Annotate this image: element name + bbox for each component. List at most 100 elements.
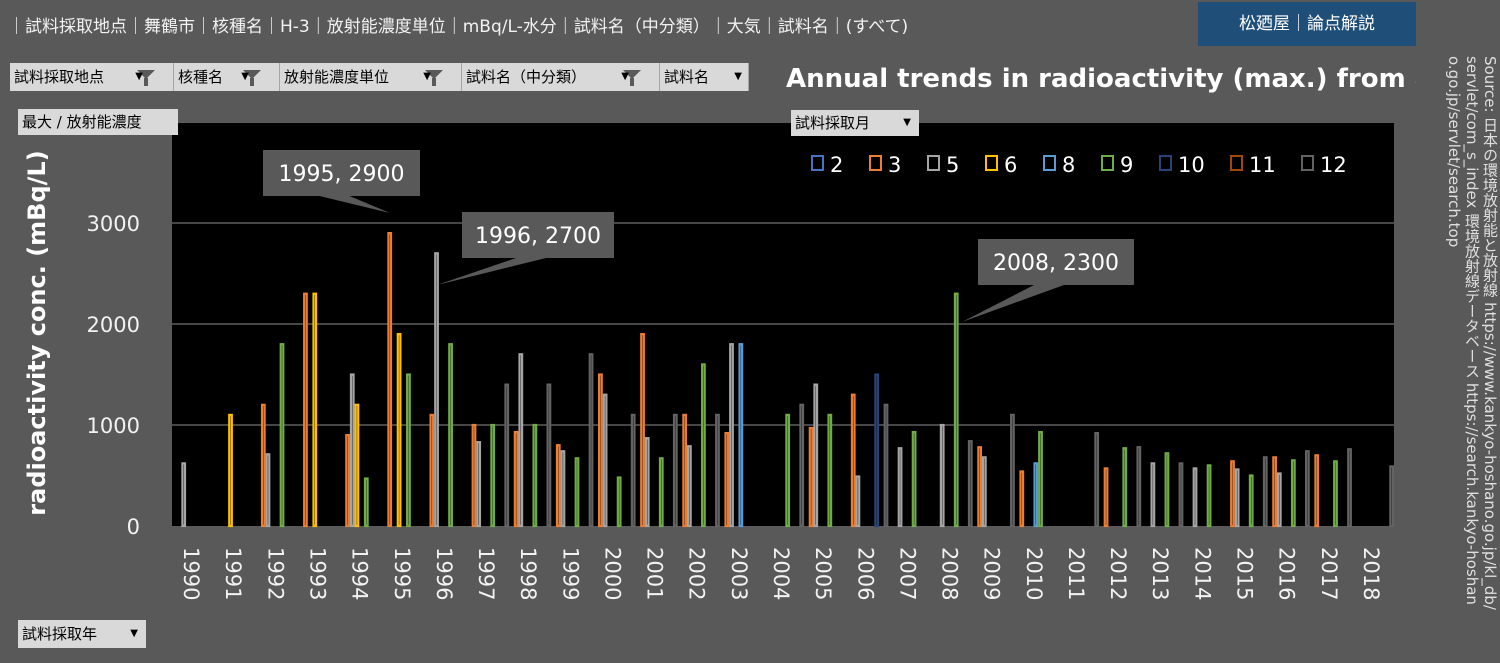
filter-button-unit[interactable]: 放射能濃度単位 ▼ — [280, 63, 462, 91]
x-tick-label: 2010 — [1022, 547, 1046, 600]
x-tick-label: 1992 — [263, 547, 287, 600]
bar — [471, 423, 477, 528]
bar — [345, 434, 350, 528]
bar — [1094, 431, 1100, 528]
legend-label: 5 — [946, 153, 959, 177]
legend-label: 10 — [1178, 153, 1205, 177]
bar — [560, 450, 566, 528]
x-tick-label: 2012 — [1106, 547, 1130, 600]
bar — [1314, 454, 1320, 528]
callout-box — [263, 150, 420, 196]
filter-button-sample-location[interactable]: 試料採取地点 ▼ — [10, 63, 174, 91]
bar — [1136, 446, 1142, 528]
month-field-button[interactable]: 試料採取月 ▼ — [791, 110, 919, 136]
bar — [260, 403, 266, 528]
legend-label: 3 — [888, 153, 901, 177]
bar — [883, 403, 889, 528]
author-badge[interactable]: 松廼屋｜論点解説 — [1198, 2, 1416, 46]
bar — [434, 252, 439, 528]
legend-swatch — [1101, 155, 1114, 171]
bar — [1164, 452, 1170, 528]
year-field-button[interactable]: 試料採取年 ▼ — [18, 620, 146, 648]
bar — [1234, 468, 1240, 528]
bar — [850, 393, 856, 528]
bar — [349, 373, 355, 528]
bar — [1150, 462, 1156, 528]
filter-label: 核種名 — [178, 68, 224, 86]
bar — [598, 373, 603, 528]
bar — [588, 353, 594, 528]
bar — [1206, 464, 1212, 528]
filter-icon — [137, 70, 155, 86]
filter-label: 試料名 — [664, 68, 710, 86]
legend-label: 11 — [1249, 153, 1276, 177]
legend-label: 9 — [1120, 153, 1133, 177]
x-tick-label: 2014 — [1190, 547, 1214, 600]
x-tick-label: 2009 — [980, 547, 1004, 600]
callout-pointer — [962, 285, 1064, 322]
chevron-down-icon: ▼ — [130, 628, 138, 639]
bar — [1347, 448, 1352, 528]
y-axis-label: radioactivity conc. (mBq/L) — [23, 150, 51, 516]
filter-button-nuclide[interactable]: 核種名 ▼ — [174, 63, 280, 91]
y-tick-label: 2000 — [87, 313, 140, 337]
bar — [616, 476, 622, 528]
bar — [504, 383, 510, 528]
legend-label: 12 — [1320, 153, 1347, 177]
bar — [682, 413, 688, 528]
chart-title: Annual trends in radioactivity (max.) fr… — [786, 64, 1455, 94]
bar — [396, 333, 402, 528]
callout-label: 1995, 2900 — [279, 162, 405, 187]
bar — [911, 430, 917, 528]
filter-icon — [425, 70, 443, 86]
chevron-down-icon: ▼ — [135, 71, 143, 82]
bar — [1389, 465, 1395, 528]
bar — [672, 413, 678, 528]
x-tick-label: 1996 — [432, 547, 456, 600]
filter-button-sample-category[interactable]: 試料名（中分類） ▼ — [462, 63, 660, 91]
bar — [808, 426, 814, 528]
top-bar: ｜試料採取地点｜舞鶴市｜核種名｜H-3｜放射能濃度単位｜mBq/L-水分｜試料名… — [0, 0, 1500, 50]
legend-swatch — [1230, 155, 1243, 171]
x-tick-label: 1998 — [516, 547, 540, 600]
bar — [640, 333, 645, 528]
y-tick-label: 3000 — [87, 212, 140, 236]
bar — [279, 343, 285, 528]
legend-swatch — [811, 155, 824, 171]
legend-swatch — [985, 155, 998, 171]
bar — [1276, 472, 1282, 528]
bar — [813, 383, 819, 528]
source-panel — [1416, 50, 1500, 663]
bar — [785, 413, 791, 528]
x-tick-label: 2008 — [938, 547, 962, 600]
bar — [518, 353, 524, 528]
bar — [1333, 460, 1338, 528]
measure-field-button[interactable]: 最大 / 放射能濃度 — [18, 109, 178, 135]
x-tick-label: 2011 — [1064, 547, 1088, 600]
x-tick-label: 1990 — [179, 547, 203, 600]
bar — [644, 437, 650, 528]
legend-swatch — [1301, 155, 1314, 171]
legend-label: 8 — [1062, 153, 1075, 177]
chevron-down-icon: ▼ — [621, 71, 629, 82]
chart: 0 1000 2000 3000 1990 1991 1992 1993 1994 1995 199… — [87, 150, 1395, 600]
x-tick-label: 2006 — [853, 547, 877, 600]
month-field-label: 試料採取月 — [795, 114, 871, 132]
bar — [1103, 467, 1109, 528]
chevron-down-icon: ▼ — [423, 71, 431, 82]
bar — [387, 232, 393, 528]
filter-button-sample-name[interactable]: 試料名 ▼ — [660, 63, 749, 91]
bar — [555, 444, 561, 528]
source-credit: Source: 日本の環境放射能と放射線 https://www.kankyo-… — [1445, 56, 1499, 610]
filter-icon — [243, 70, 261, 86]
filter-label: 試料名（中分類） — [466, 68, 587, 86]
bar — [799, 403, 805, 528]
callout-box — [978, 239, 1134, 285]
x-tick-label: 2000 — [600, 547, 624, 600]
bar — [429, 413, 435, 528]
legend-label: 6 — [1004, 153, 1017, 177]
bar — [1010, 413, 1015, 528]
bar — [967, 440, 973, 528]
filter-breadcrumb: ｜試料採取地点｜舞鶴市｜核種名｜H-3｜放射能濃度単位｜mBq/L-水分｜試料名… — [8, 17, 909, 37]
bar — [1192, 467, 1198, 528]
